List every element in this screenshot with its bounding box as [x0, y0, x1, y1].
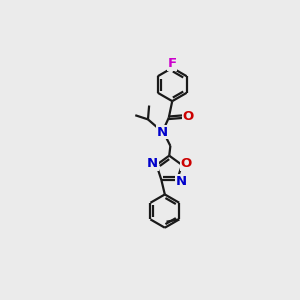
- Text: N: N: [176, 175, 187, 188]
- Text: O: O: [182, 110, 194, 123]
- Text: N: N: [147, 157, 158, 170]
- Text: N: N: [157, 126, 168, 139]
- Text: F: F: [168, 57, 177, 70]
- Text: O: O: [180, 157, 191, 170]
